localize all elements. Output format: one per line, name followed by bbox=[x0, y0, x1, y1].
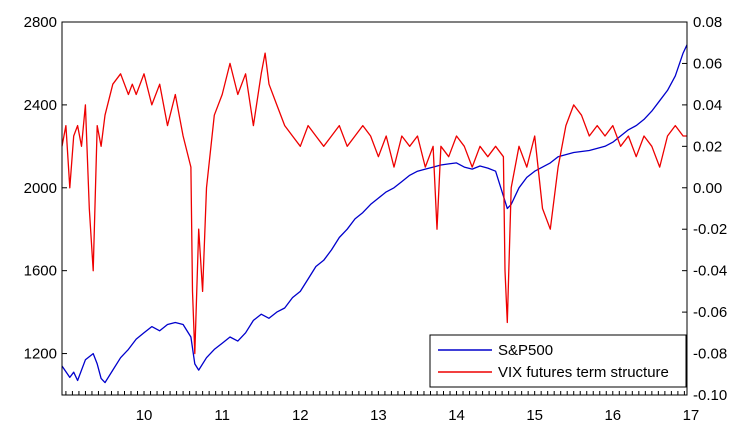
x-axis-tick-label: 11 bbox=[214, 407, 230, 424]
left-axis-tick-label: 2400 bbox=[24, 97, 57, 114]
right-axis-tick-label: -0.06 bbox=[693, 304, 727, 321]
left-axis-tick-label: 1600 bbox=[24, 263, 57, 280]
legend-label-vix-term-structure: VIX futures term structure bbox=[498, 364, 669, 381]
right-axis-tick-label: -0.04 bbox=[693, 263, 727, 280]
series-layer bbox=[61, 44, 688, 384]
series-line-vix-term-structure bbox=[61, 52, 687, 355]
right-axis-tick-label: 0.06 bbox=[693, 55, 722, 72]
left-axis-tick-label: 2000 bbox=[24, 180, 57, 197]
x-axis-tick-label: 10 bbox=[136, 407, 153, 424]
x-axis-tick-label: 14 bbox=[448, 407, 465, 424]
x-axis-tick-label: 16 bbox=[604, 407, 621, 424]
series-line-sp500 bbox=[61, 44, 688, 384]
right-axis-tick-label: 0.04 bbox=[693, 97, 722, 114]
legend: S&P500 VIX futures term structure bbox=[429, 334, 687, 388]
right-axis-tick-label: -0.08 bbox=[693, 346, 727, 363]
right-axis-tick-label: -0.02 bbox=[693, 221, 727, 238]
x-axis-tick-label: 13 bbox=[370, 407, 387, 424]
plot-frame bbox=[61, 21, 688, 396]
right-axis-tick-label: 0.02 bbox=[693, 138, 722, 155]
legend-box bbox=[429, 334, 687, 388]
x-axis-tick-label: 17 bbox=[683, 407, 700, 424]
x-axis-tick-label: 15 bbox=[526, 407, 543, 424]
right-axis-tick-label: 0.00 bbox=[693, 180, 722, 197]
legend-label-sp500: S&P500 bbox=[498, 342, 553, 359]
right-axis-tick-label: -0.10 bbox=[693, 387, 727, 404]
x-axis-tick-label: 12 bbox=[292, 407, 309, 424]
left-axis-tick-label: 2800 bbox=[24, 14, 57, 31]
axes-layer: 1200 1600 2000 2400 2800 -0.10 -0.08 -0.06 -0.04… bbox=[24, 14, 728, 424]
right-axis-tick-label: 0.08 bbox=[693, 14, 722, 31]
left-axis-tick-label: 1200 bbox=[24, 346, 57, 363]
